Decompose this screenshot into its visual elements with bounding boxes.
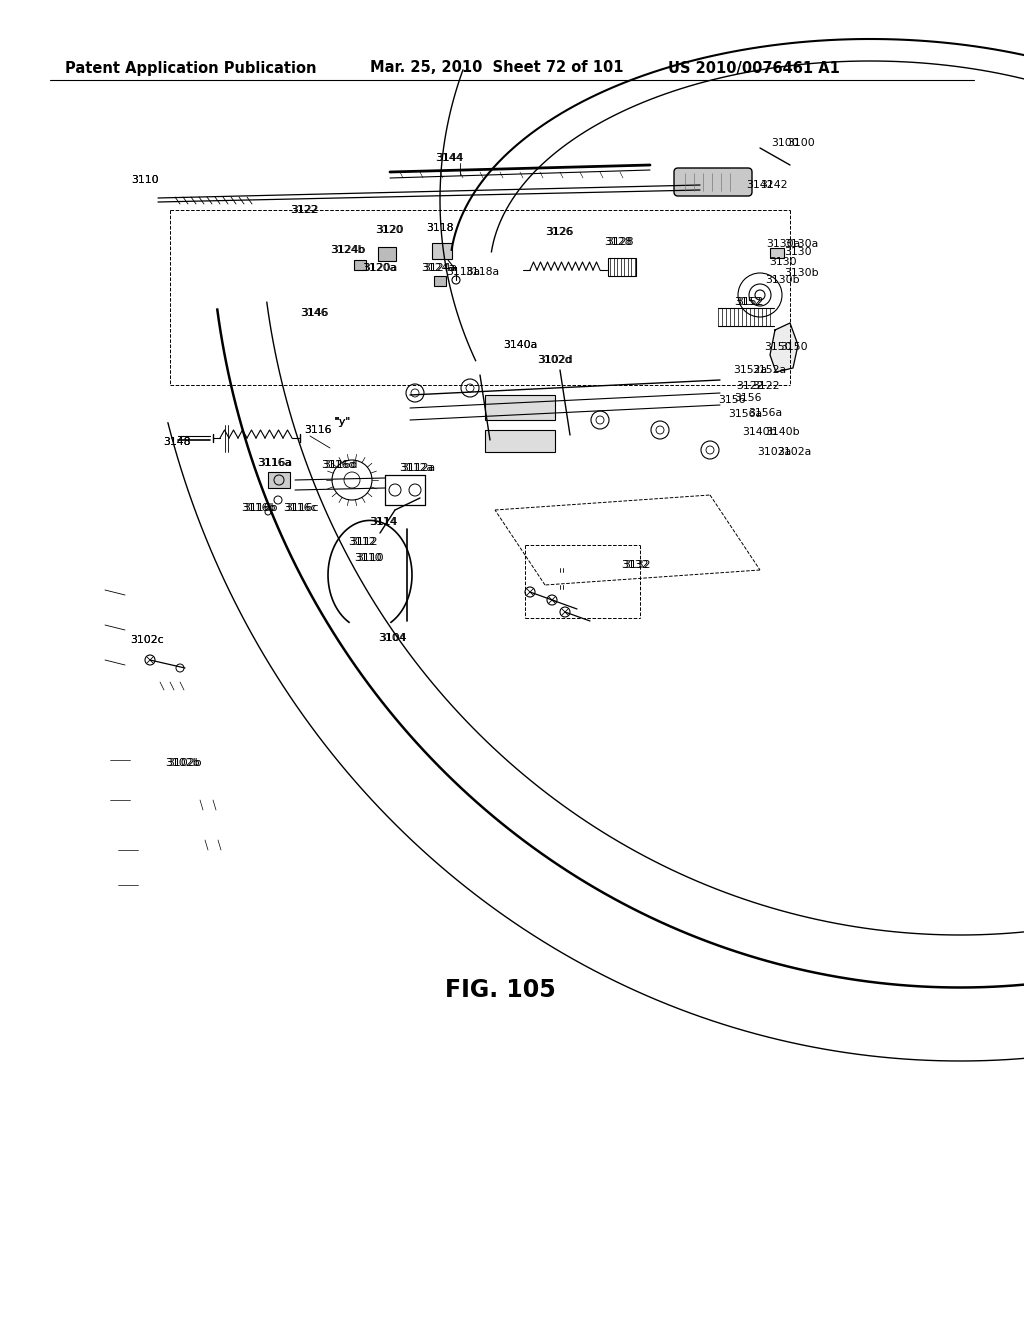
Text: 3122: 3122 <box>291 205 318 215</box>
Text: 3130: 3130 <box>769 257 797 267</box>
FancyBboxPatch shape <box>674 168 752 195</box>
Text: 3100: 3100 <box>771 139 799 148</box>
Text: 3102d: 3102d <box>539 355 573 366</box>
Text: 3150: 3150 <box>780 342 808 352</box>
Text: 3150: 3150 <box>764 342 792 352</box>
Text: 3122: 3122 <box>290 205 317 215</box>
Text: 3102c: 3102c <box>130 635 164 645</box>
Text: 3156a: 3156a <box>728 409 762 418</box>
Text: 3128: 3128 <box>604 238 632 247</box>
Text: 3102a: 3102a <box>757 447 792 457</box>
Bar <box>378 247 396 261</box>
Text: US 2010/0076461 A1: US 2010/0076461 A1 <box>668 61 840 75</box>
Text: 3112: 3112 <box>348 537 376 546</box>
Text: 3116b: 3116b <box>241 503 275 513</box>
Text: 3128: 3128 <box>606 238 634 247</box>
Text: 3120: 3120 <box>375 224 402 235</box>
Text: 3126: 3126 <box>546 227 573 238</box>
Text: "y": "y" <box>334 417 350 426</box>
Text: 3120: 3120 <box>376 224 403 235</box>
Text: 3130: 3130 <box>784 247 812 257</box>
Text: 3110: 3110 <box>131 176 159 185</box>
Text: 3104: 3104 <box>378 634 406 643</box>
Text: 3132: 3132 <box>622 560 649 570</box>
Text: 3140a: 3140a <box>503 341 538 350</box>
Text: 3120a: 3120a <box>362 263 397 273</box>
Text: 3104: 3104 <box>379 634 407 643</box>
Text: 3118a: 3118a <box>465 267 499 277</box>
Text: 3102d: 3102d <box>538 355 572 366</box>
Text: 3156: 3156 <box>718 395 745 405</box>
Text: 3112a: 3112a <box>399 463 433 473</box>
Text: 3116: 3116 <box>304 425 332 436</box>
Text: 3120a: 3120a <box>361 263 396 273</box>
Text: 3146: 3146 <box>301 308 329 318</box>
Text: 3156: 3156 <box>734 393 762 403</box>
Bar <box>608 257 636 276</box>
Text: 3118: 3118 <box>426 223 454 234</box>
Text: 3102b: 3102b <box>166 758 201 768</box>
Text: 3110: 3110 <box>354 553 382 564</box>
Bar <box>268 473 290 488</box>
Bar <box>434 276 446 286</box>
Text: 3112: 3112 <box>350 537 378 546</box>
Text: 3152: 3152 <box>736 297 764 308</box>
Bar <box>432 243 452 259</box>
Text: 3124a: 3124a <box>423 263 457 273</box>
Text: Patent Application Publication: Patent Application Publication <box>65 61 316 75</box>
Text: 3124a: 3124a <box>421 263 455 273</box>
Text: 3114: 3114 <box>370 517 396 527</box>
Bar <box>770 248 784 257</box>
Text: 3130b: 3130b <box>766 275 801 285</box>
Bar <box>485 395 555 420</box>
Text: 3102a: 3102a <box>777 447 811 457</box>
Text: 3122: 3122 <box>752 381 779 391</box>
Text: 3110: 3110 <box>131 176 159 185</box>
Text: 3112a: 3112a <box>401 463 435 473</box>
Text: 3116: 3116 <box>304 425 332 436</box>
Text: 3140a: 3140a <box>503 341 538 350</box>
Text: 3118a: 3118a <box>445 267 480 277</box>
Text: 3122: 3122 <box>736 381 764 391</box>
Text: 3124b: 3124b <box>331 246 366 255</box>
Text: 3130a: 3130a <box>766 239 800 249</box>
Text: 3116d: 3116d <box>321 459 355 470</box>
Text: 3116a: 3116a <box>257 458 291 469</box>
Text: 3116d: 3116d <box>323 459 357 470</box>
Text: 3130b: 3130b <box>784 268 818 279</box>
Text: 3116b: 3116b <box>243 503 278 513</box>
Polygon shape <box>770 323 798 372</box>
Text: 3110: 3110 <box>356 553 384 564</box>
Text: 3116c: 3116c <box>286 503 318 513</box>
Text: 3148: 3148 <box>163 437 190 447</box>
Text: 3118: 3118 <box>426 223 454 234</box>
Text: 3140b: 3140b <box>765 426 800 437</box>
Text: 3102c: 3102c <box>130 635 164 645</box>
Text: 3152: 3152 <box>734 297 762 308</box>
Text: 3152a: 3152a <box>733 366 767 375</box>
Text: 3114: 3114 <box>371 517 397 527</box>
Text: 3116c: 3116c <box>284 503 316 513</box>
Text: 3100: 3100 <box>787 139 815 148</box>
Text: 3142: 3142 <box>760 180 787 190</box>
Text: 3146: 3146 <box>300 308 328 318</box>
Text: 3152a: 3152a <box>752 366 786 375</box>
Text: 3156a: 3156a <box>748 408 782 418</box>
Text: 3132: 3132 <box>624 560 650 570</box>
Bar <box>354 260 366 271</box>
Text: 3140b: 3140b <box>742 426 777 437</box>
Text: FIG. 105: FIG. 105 <box>444 978 555 1002</box>
Text: 3148: 3148 <box>163 437 190 447</box>
Text: Mar. 25, 2010  Sheet 72 of 101: Mar. 25, 2010 Sheet 72 of 101 <box>370 61 624 75</box>
Text: 3144: 3144 <box>436 153 464 162</box>
Text: "y": "y" <box>335 417 351 426</box>
Text: 3142: 3142 <box>746 180 774 190</box>
Text: 3144: 3144 <box>435 153 463 162</box>
Text: 3102b: 3102b <box>168 758 203 768</box>
Text: 3130a: 3130a <box>784 239 818 249</box>
Text: 3126: 3126 <box>545 227 572 238</box>
Text: 3124b: 3124b <box>330 246 365 255</box>
Text: 3116a: 3116a <box>258 458 292 469</box>
Bar <box>485 430 555 451</box>
